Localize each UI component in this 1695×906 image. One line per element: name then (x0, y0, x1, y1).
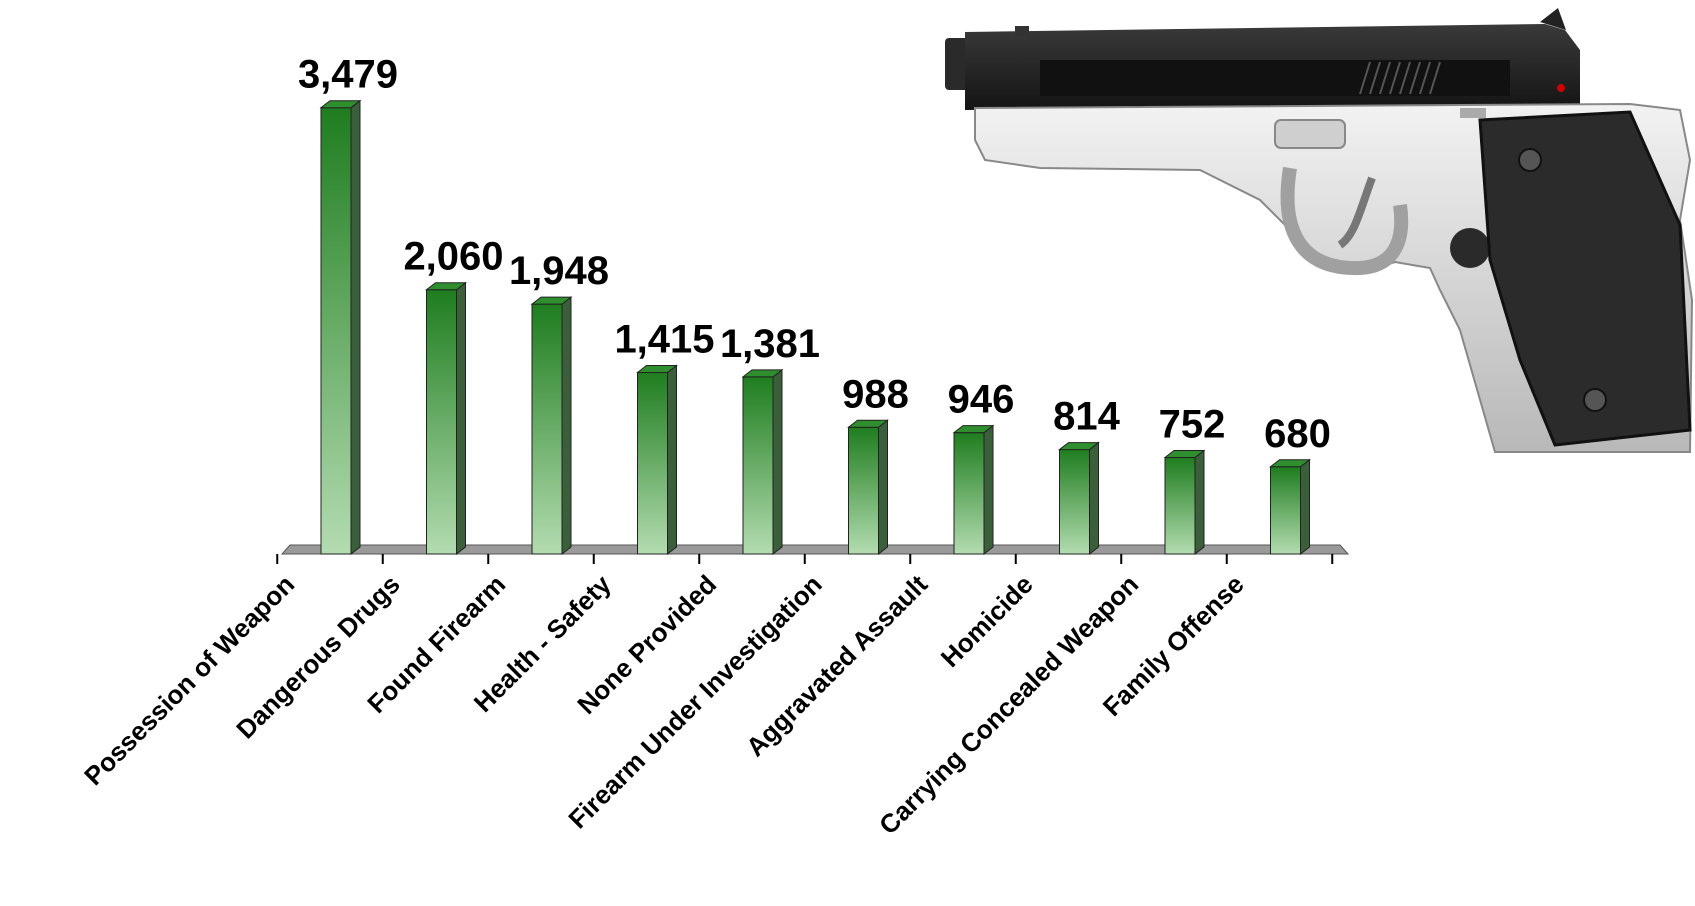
value-label: 680 (1264, 412, 1331, 456)
category-label: Homicide (935, 569, 1039, 673)
bar (636, 364, 678, 556)
bar (1163, 449, 1206, 556)
value-label: 2,060 (403, 235, 503, 279)
bar (847, 419, 889, 556)
category-label: Possession of Weapon (78, 569, 300, 791)
bar (530, 296, 573, 556)
bar (741, 368, 784, 556)
bar (1269, 458, 1311, 556)
bar (1058, 441, 1100, 556)
bar-series (319, 99, 1311, 556)
category-label: Aggravated Assault (740, 569, 933, 762)
pistol-icon (945, 8, 1694, 453)
value-label: 1,381 (720, 322, 820, 366)
bar (425, 281, 467, 556)
value-label: 988 (842, 372, 909, 416)
x-axis-ticks (276, 554, 1334, 564)
value-label: 946 (948, 378, 1015, 422)
value-label: 3,479 (298, 53, 398, 97)
value-label: 1,415 (614, 317, 714, 361)
value-label: 1,948 (509, 249, 609, 293)
bar (952, 424, 995, 556)
value-label: 814 (1053, 395, 1120, 439)
value-label: 752 (1159, 403, 1226, 447)
bar (319, 99, 362, 556)
